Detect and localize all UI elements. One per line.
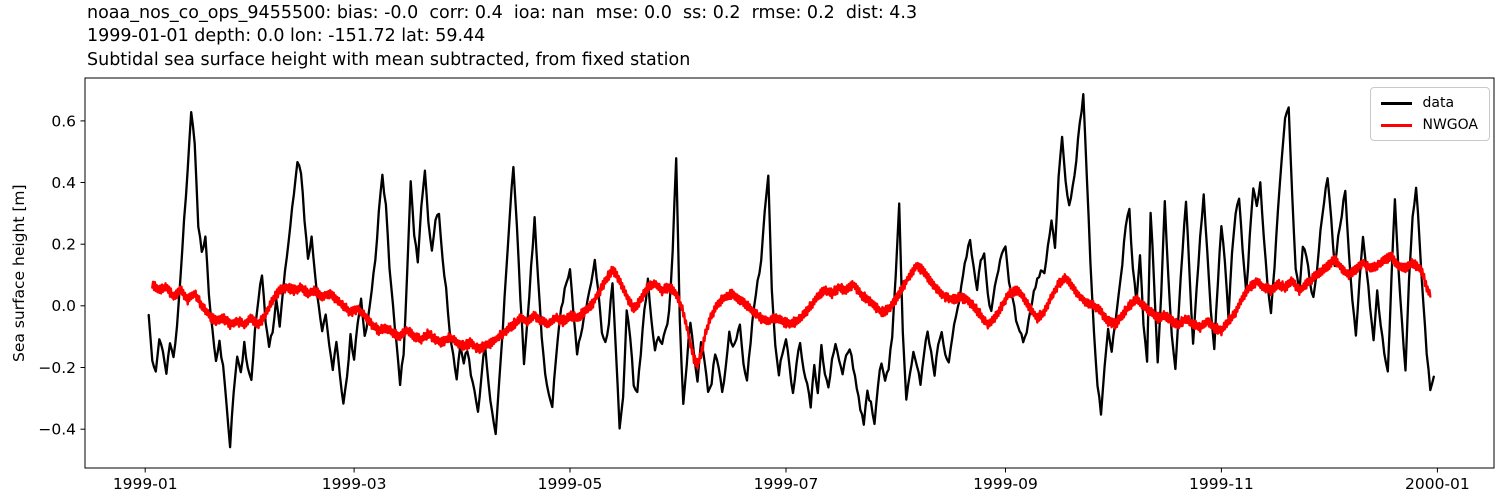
stats-title-line: noaa_nos_co_ops_9455500: bias: -0.0 corr… (87, 3, 918, 23)
legend-label-data: data (1422, 95, 1455, 111)
x-tick-label: 1999-03 (322, 475, 387, 493)
y-tick-label: 0.4 (51, 174, 76, 192)
legend-item-nwgoa: NWGOA (1381, 118, 1478, 132)
y-tick-label: 0.0 (51, 297, 76, 315)
x-tick-label: 2000-01 (1405, 475, 1470, 493)
figure-titles: noaa_nos_co_ops_9455500: bias: -0.0 corr… (87, 2, 917, 72)
legend-line-sample-data (1381, 101, 1413, 105)
legend-label-nwgoa: NWGOA (1422, 117, 1478, 133)
station-meta-line: 1999-01-01 depth: 0.0 lon: -151.72 lat: … (87, 26, 486, 47)
series-line-nwgoa (151, 251, 1432, 370)
x-tick-label: 1999-09 (973, 475, 1038, 493)
x-tick-label: 1999-01 (113, 475, 178, 493)
x-tick-label: 1999-11 (1189, 475, 1254, 493)
x-tick-label: 1999-05 (538, 475, 603, 493)
legend-item-data: data (1381, 96, 1478, 110)
y-tick-label: 0.6 (51, 112, 76, 130)
y-tick-label: −0.2 (38, 359, 76, 377)
legend-line-sample-nwgoa (1381, 123, 1413, 127)
plot-title: Subtidal sea surface height with mean su… (87, 49, 691, 70)
y-axis-label: Sea surface height [m] (10, 184, 28, 362)
legend: data NWGOA (1370, 87, 1490, 141)
axes-border (84, 77, 1495, 469)
y-tick-label: −0.4 (38, 421, 76, 439)
x-tick-label: 1999-07 (754, 475, 819, 493)
series-line-data (147, 93, 1435, 449)
y-tick-label: 0.2 (51, 236, 76, 254)
